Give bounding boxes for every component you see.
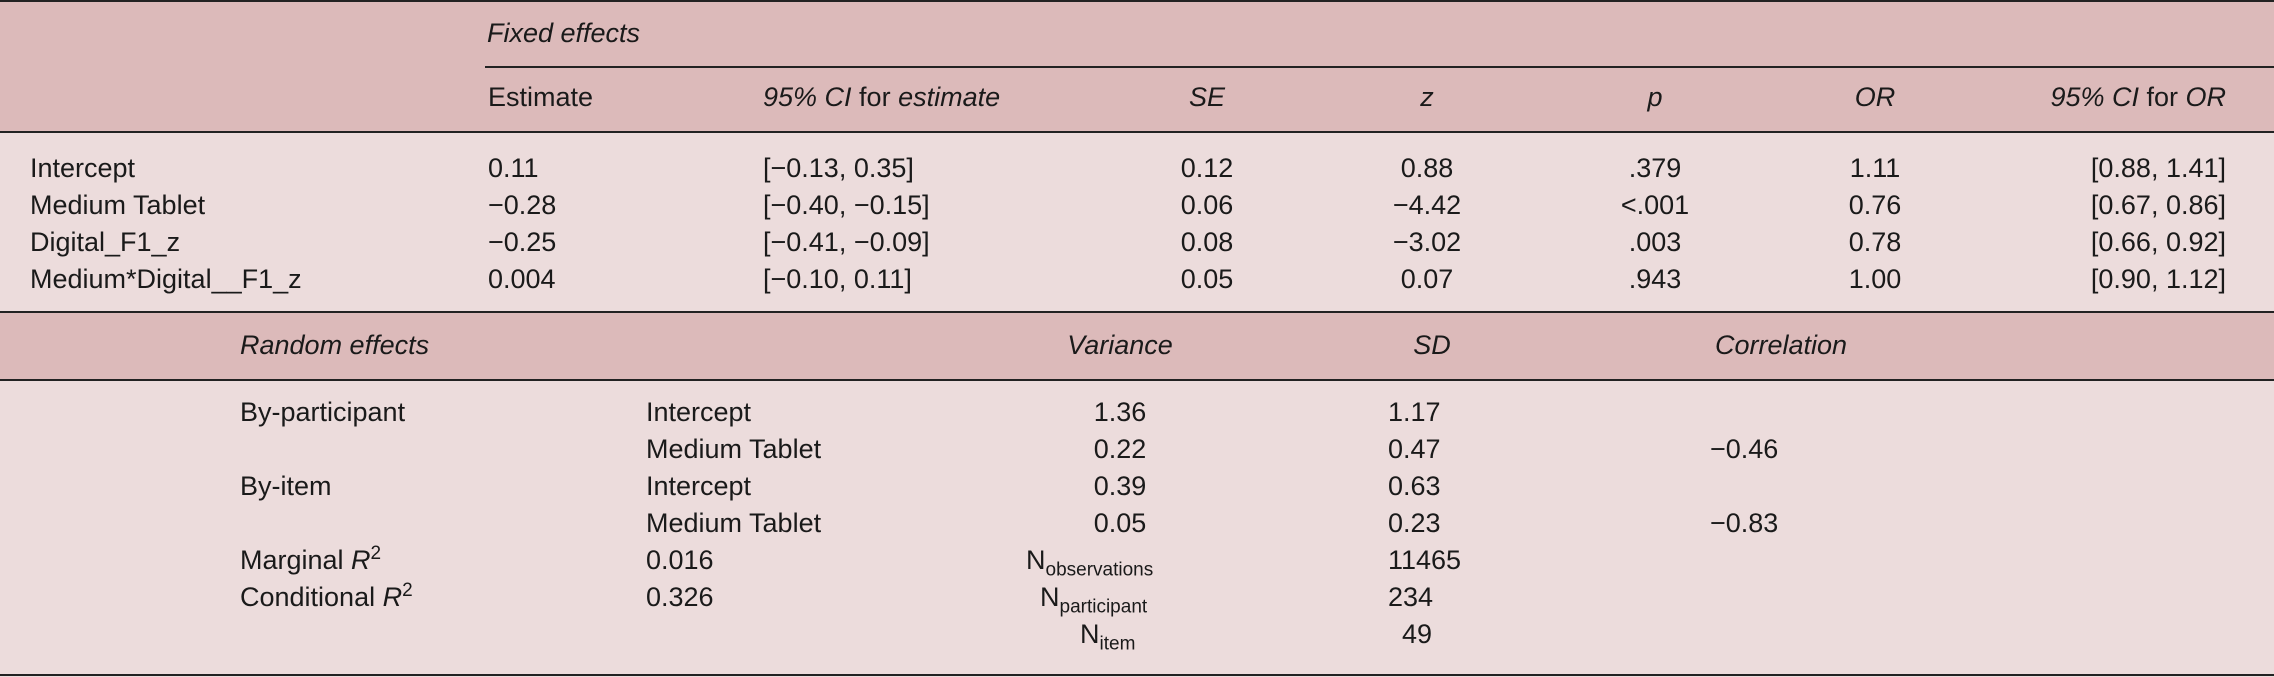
- r-symbol: R: [351, 545, 371, 575]
- ci-for: for: [851, 82, 899, 112]
- top-rule: [0, 0, 2274, 2]
- marginal-r2-value: 0.016: [646, 545, 714, 575]
- sd: 0.63: [1388, 471, 1441, 501]
- estimate: 0.004: [488, 264, 556, 294]
- col-header-z: z: [1420, 82, 1434, 112]
- conditional-r2-label: Conditional R2: [240, 580, 413, 614]
- marginal-text: Marginal: [240, 545, 352, 575]
- ci-or-for: for: [2138, 82, 2186, 112]
- group: By-item: [240, 471, 332, 501]
- effect: Intercept: [646, 397, 752, 427]
- effect: Medium Tablet: [646, 508, 822, 538]
- n-part-sub: participant: [1059, 596, 1148, 618]
- correlation: −0.83: [1710, 508, 1779, 538]
- n-observations-value: 11465: [1388, 545, 1462, 575]
- fixed-effects-label: Fixed effects: [487, 18, 641, 48]
- n-observations-label: Nobservations: [1026, 543, 1154, 581]
- random-effects-header-band: [0, 312, 2274, 380]
- term: Medium Tablet: [30, 190, 206, 220]
- ci-estimate: [−0.10, 0.11]: [763, 264, 912, 294]
- fixed-header-rule: [0, 131, 2274, 133]
- col-header-se: SE: [1188, 82, 1226, 112]
- effect: Medium Tablet: [646, 434, 822, 464]
- term: Medium*Digital__F1_z: [30, 264, 302, 294]
- ci-or: [0.90, 1.12]: [2090, 264, 2226, 294]
- variance: 0.39: [1093, 471, 1147, 501]
- correlation: −0.46: [1710, 434, 1779, 464]
- estimate: 0.11: [488, 153, 539, 183]
- or: 0.78: [1848, 227, 1902, 257]
- ci-or-word: OR: [2185, 82, 2227, 112]
- z: 0.88: [1400, 153, 1454, 183]
- fixed-effects-body-band: [0, 132, 2274, 312]
- col-header-or: OR: [1854, 82, 1896, 112]
- n-symbol: N: [1026, 545, 1046, 575]
- ci-estimate: [−0.13, 0.35]: [763, 153, 914, 183]
- sd: 0.47: [1388, 434, 1441, 464]
- se: 0.06: [1180, 190, 1234, 220]
- random-effects-body-band: [0, 380, 2274, 677]
- estimate: −0.25: [488, 227, 557, 257]
- ci-or: [0.88, 1.41]: [2090, 153, 2226, 183]
- col-header-ci-estimate: 95% CI for estimate: [763, 80, 1000, 114]
- sd: 0.23: [1388, 508, 1441, 538]
- n-obs-sub: observations: [1045, 559, 1154, 581]
- n-participant-value: 234: [1388, 582, 1434, 612]
- sd: 1.17: [1388, 397, 1441, 427]
- se: 0.08: [1180, 227, 1234, 257]
- variance: 1.36: [1093, 397, 1147, 427]
- r-symbol: R: [382, 582, 403, 612]
- conditional-text: Conditional: [240, 582, 383, 612]
- p: <.001: [1620, 190, 1690, 220]
- z: −4.42: [1392, 190, 1462, 220]
- ci-estimate-word: estimate: [898, 82, 1001, 112]
- fixed-effects-underline: [485, 66, 2274, 68]
- random-effects-label: Random effects: [240, 330, 430, 360]
- col-header-correlation: Correlation: [1715, 330, 1848, 360]
- p: .943: [1628, 264, 1682, 294]
- variance: 0.05: [1093, 508, 1147, 538]
- col-header-estimate: Estimate: [488, 82, 594, 112]
- or: 1.00: [1848, 264, 1902, 294]
- effect: Intercept: [646, 471, 752, 501]
- ci-estimate: [−0.40, −0.15]: [763, 190, 930, 220]
- section-divider-rule: [0, 311, 2274, 313]
- col-header-variance: Variance: [1067, 330, 1173, 360]
- n-symbol: N: [1080, 619, 1100, 649]
- variance: 0.22: [1093, 434, 1147, 464]
- z: 0.07: [1400, 264, 1454, 294]
- bottom-rule: [0, 674, 2274, 676]
- ci-or: [0.67, 0.86]: [2090, 190, 2226, 220]
- term: Intercept: [30, 153, 136, 183]
- ci-or: [0.66, 0.92]: [2090, 227, 2226, 257]
- p: .003: [1628, 227, 1682, 257]
- term: Digital_F1_z: [30, 227, 181, 257]
- group: By-participant: [240, 397, 406, 427]
- n-symbol: N: [1040, 582, 1060, 612]
- estimate: −0.28: [488, 190, 557, 220]
- r-power: 2: [370, 543, 382, 564]
- z: −3.02: [1392, 227, 1462, 257]
- ci-estimate: [−0.41, −0.09]: [763, 227, 930, 257]
- p: .379: [1628, 153, 1682, 183]
- col-header-ci-or: 95% CI for OR: [2050, 80, 2226, 114]
- n-item-value: 49: [1402, 619, 1433, 649]
- conditional-r2-value: 0.326: [646, 582, 714, 612]
- col-header-sd: SD: [1413, 330, 1451, 360]
- ci-or-label: 95% CI: [2050, 82, 2139, 112]
- n-item-sub: item: [1099, 633, 1136, 655]
- random-header-rule: [0, 379, 2274, 381]
- col-header-p: p: [1647, 82, 1663, 112]
- or: 1.11: [1849, 153, 1901, 183]
- ci-label: 95% CI: [763, 82, 852, 112]
- se: 0.12: [1180, 153, 1234, 183]
- n-item-label: Nitem: [1080, 617, 1136, 655]
- or: 0.76: [1848, 190, 1902, 220]
- n-participant-label: Nparticipant: [1040, 580, 1148, 618]
- marginal-r2-label: Marginal R2: [240, 543, 381, 577]
- r-power: 2: [402, 580, 413, 601]
- se: 0.05: [1180, 264, 1234, 294]
